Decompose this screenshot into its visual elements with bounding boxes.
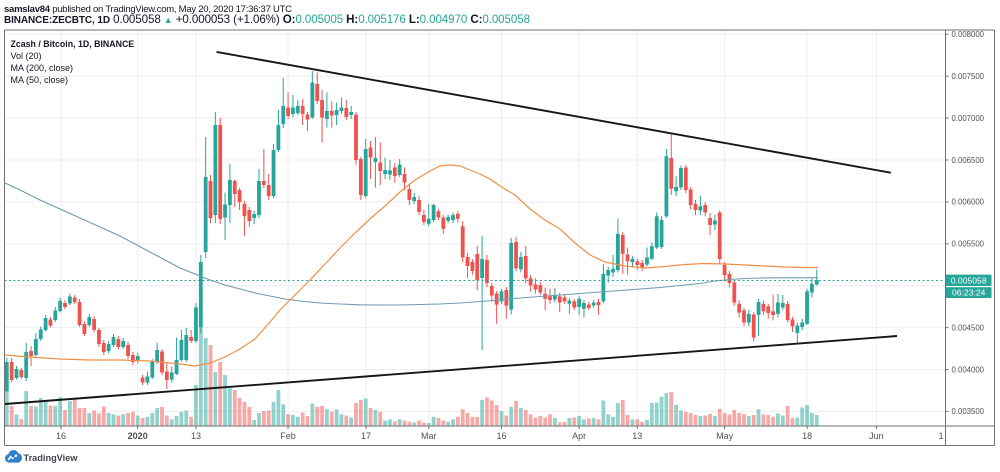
svg-text:0.004500: 0.004500 — [952, 323, 985, 332]
svg-text:16: 16 — [496, 431, 506, 441]
svg-text:0.004000: 0.004000 — [952, 365, 985, 374]
svg-text:18: 18 — [802, 431, 812, 441]
svg-text:0.006500: 0.006500 — [952, 156, 985, 165]
svg-text:0.005058: 0.005058 — [951, 276, 987, 286]
svg-text:0.005500: 0.005500 — [952, 240, 985, 249]
svg-text:Apr: Apr — [572, 431, 586, 441]
svg-text:0.008000: 0.008000 — [952, 30, 985, 39]
svg-text:May: May — [716, 431, 734, 441]
svg-text:Mar: Mar — [421, 431, 437, 441]
svg-text:06:23:24: 06:23:24 — [952, 288, 986, 298]
svg-text:0.007000: 0.007000 — [952, 114, 985, 123]
svg-text:17: 17 — [361, 431, 371, 441]
svg-text:0.003500: 0.003500 — [952, 407, 985, 416]
svg-text:13: 13 — [632, 431, 642, 441]
svg-text:16: 16 — [56, 431, 66, 441]
svg-text:0.007500: 0.007500 — [952, 72, 985, 81]
svg-text:0.006000: 0.006000 — [952, 198, 985, 207]
svg-text:1: 1 — [938, 431, 943, 441]
svg-text:13: 13 — [191, 431, 201, 441]
svg-text:Jun: Jun — [869, 431, 884, 441]
svg-text:2020: 2020 — [128, 431, 148, 441]
svg-text:Feb: Feb — [280, 431, 296, 441]
